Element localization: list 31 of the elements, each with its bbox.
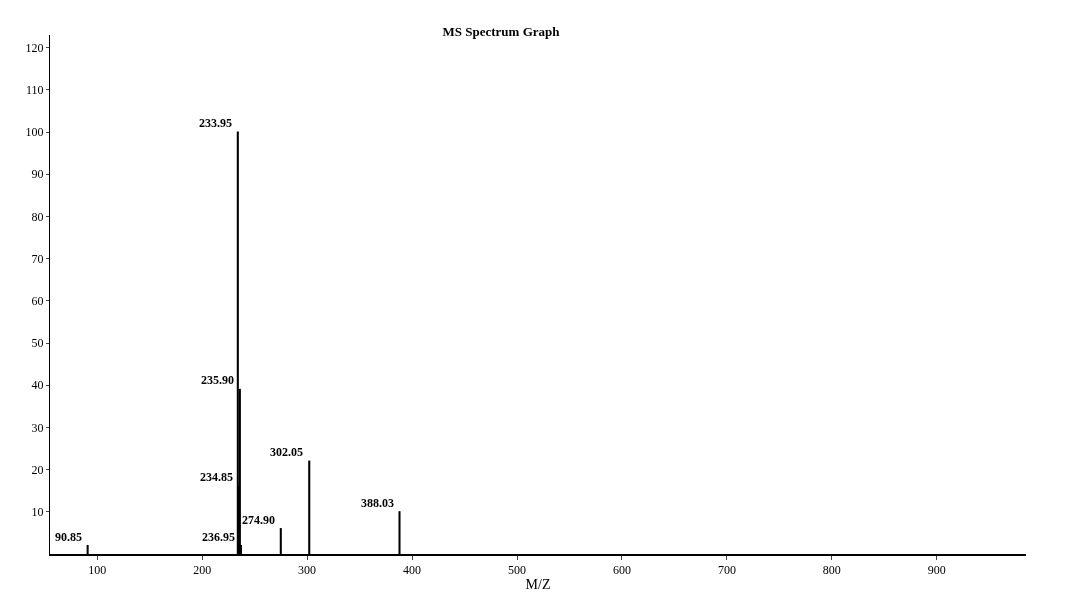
x-axis-title: M/Z	[525, 577, 551, 593]
x-tick-label: 800	[822, 563, 841, 578]
y-tick-label: 50	[31, 336, 44, 351]
y-tick-label: 30	[31, 420, 44, 435]
x-tick-label: 900	[927, 563, 946, 578]
y-tick-label: 70	[31, 251, 44, 266]
y-tick-label: 120	[25, 40, 44, 55]
y-tick-label: 80	[31, 209, 44, 224]
x-tick-label: 600	[612, 563, 631, 578]
x-tick-label: 400	[403, 563, 422, 578]
x-tick-label: 200	[193, 563, 212, 578]
annotation: 235.90	[201, 373, 234, 387]
annotation: 233.95	[199, 116, 232, 130]
annotation: 236.95	[202, 530, 235, 544]
annotation: 90.85	[55, 530, 82, 544]
x-tick-label: 500	[508, 563, 527, 578]
x-tick-label: 300	[298, 563, 317, 578]
y-tick-label: 40	[31, 378, 44, 393]
x-tick-label: 100	[88, 563, 107, 578]
y-tick-label: 90	[31, 167, 44, 182]
chart-title: MS Spectrum Graph	[442, 24, 561, 40]
y-tick-label: 100	[25, 125, 44, 140]
annotation: 274.90	[242, 513, 275, 527]
annotation: 234.85	[200, 470, 233, 484]
x-tick-label: 700	[717, 563, 736, 578]
annotation: 388.03	[361, 496, 394, 510]
y-tick-label: 10	[31, 505, 44, 519]
y-tick-label: 110	[26, 83, 44, 98]
y-tick-label: 20	[31, 462, 44, 477]
y-tick-label: 60	[31, 294, 44, 309]
annotation: 302.05	[270, 445, 303, 459]
